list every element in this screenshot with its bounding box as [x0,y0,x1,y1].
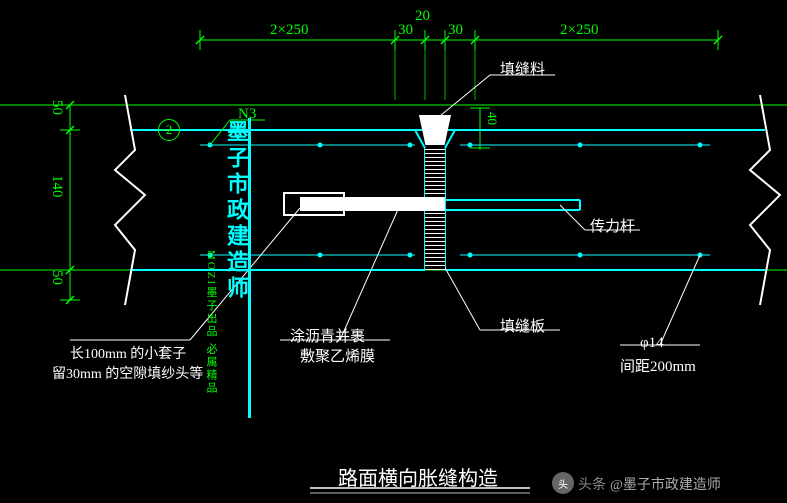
dim-left-top: 50 [48,100,65,115]
label-sealant: 填缝料 [500,58,545,79]
dim-top-center: 20 [415,8,430,25]
drawing-lines [0,0,787,503]
footer-avatar: 头 [552,472,574,494]
dim-right-top: 40 [484,112,500,125]
watermark-sub: MOZI墨子出品 必属精品 [203,250,219,395]
dim-left-bot: 50 [48,270,65,285]
label-dowel: 传力杆 [590,215,635,236]
dim-top-r2: 2×250 [560,22,598,39]
label-sleeve-b: 留30mm 的空隙填纱头等 [52,363,203,383]
label-filler-board: 填缝板 [500,315,545,336]
label-rebar-b: 间距200mm [620,355,696,376]
label-sleeve-a: 长100mm 的小套子 [70,343,186,363]
dim-top-r1: 30 [448,22,463,39]
dim-top-l1: 2×250 [270,22,308,39]
footer-prefix: 头条 [578,474,606,494]
dim-left-mid: 140 [48,175,65,198]
detail-tag-2: 2 [158,119,180,141]
footer-handle: @墨子市政建造师 [610,474,721,494]
dim-top-l2: 30 [398,22,413,39]
watermark-bar [248,118,251,418]
label-rebar-a: φ14 [640,335,664,352]
detail-tag-2-text: 2 [166,122,173,138]
label-asphalt-b: 敷聚乙烯膜 [300,345,375,366]
sleeve-outline [283,192,345,216]
label-asphalt-a: 涂沥青并裹 [290,325,365,346]
drawing-title: 路面横向胀缝构造 [338,462,498,491]
